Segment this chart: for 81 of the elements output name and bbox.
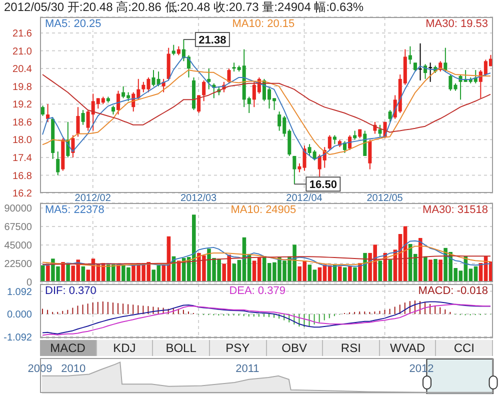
text: MA30: 19.53 [426, 18, 488, 31]
x-tick-label: 2012/03 [180, 193, 218, 204]
text: RSI [323, 340, 380, 356]
text: OBV [266, 340, 324, 356]
candlestick [292, 155, 296, 185]
bar [428, 260, 432, 282]
line-series [42, 240, 491, 267]
candlestick [388, 110, 392, 122]
bar [41, 265, 45, 282]
y-tick-label: 20.4 [12, 64, 32, 76]
bar [348, 266, 352, 282]
bar [378, 260, 382, 282]
annotation: 21.38 [198, 34, 226, 47]
x-tick-label: 2010 [61, 363, 86, 375]
candlestick [41, 105, 45, 116]
y-tick-label: 16.8 [12, 170, 32, 182]
candlestick [418, 42, 422, 81]
candlestick [76, 106, 80, 138]
y-tick-label: 21.0 [12, 46, 32, 58]
line-series [42, 74, 491, 133]
bar [438, 260, 442, 282]
y-tick-label: 1.092 [6, 286, 32, 298]
text: BOLL [153, 340, 210, 356]
y-tick-label: 18.0 [12, 135, 32, 146]
candlestick [408, 46, 412, 65]
candlestick [202, 80, 206, 102]
series-label: MACD: -0.018 [418, 285, 488, 298]
candlestick [56, 151, 60, 176]
x-tick-label: 2012/02 [74, 193, 112, 204]
chart-title: 2012/05/30 开:20.48 高:20.86 低:20.48 收:20.73 量:24904 幅:0.63% [4, 0, 364, 14]
bar [116, 264, 120, 282]
x-tick-label: 2012/04 [286, 193, 323, 204]
candlestick [348, 134, 352, 151]
candlestick [368, 139, 372, 170]
y-tick-label: 19.8 [12, 82, 32, 93]
text: MA30: 31518 [422, 204, 488, 217]
y-tick-label: 90000 [4, 203, 32, 214]
y-tick-label: -1.092 [4, 332, 32, 344]
text: MA5: 22378 [45, 204, 104, 217]
series-label: DEA: 0.379 [229, 285, 286, 298]
y-tick-label: 67500 [4, 222, 32, 234]
candlestick [197, 94, 201, 114]
y-tick-label: 17.4 [12, 152, 32, 164]
y-tick-label: 18.6 [12, 117, 32, 128]
candlestick [227, 68, 231, 84]
x-tick-label: 2011 [236, 363, 260, 375]
candlestick [207, 68, 211, 90]
annotation: 16.50 [309, 179, 337, 192]
y-tick-label: 22500 [4, 259, 32, 270]
bar [61, 262, 65, 282]
text: MA10: 20.15 [232, 18, 295, 31]
text: MA5: 20.25 [45, 18, 102, 31]
candlestick [328, 134, 332, 151]
candlestick [116, 90, 120, 115]
y-tick-label: 21.6 [12, 28, 32, 40]
text: MA10: 24905 [230, 204, 296, 217]
bar [418, 238, 422, 282]
line-series [42, 246, 491, 267]
text: DIF: 0.370 [45, 285, 96, 298]
x-tick-label: 2012/05 [366, 193, 404, 204]
bar [46, 265, 50, 282]
bar [66, 262, 70, 282]
candlestick [444, 47, 448, 72]
bar [424, 256, 428, 282]
y-tick-label: 0.000 [6, 310, 32, 321]
text: MACD [40, 340, 97, 356]
text: KDJ [96, 340, 154, 356]
candlestick [378, 124, 382, 138]
y-tick-label: 0 [26, 278, 32, 289]
bar [343, 267, 347, 282]
text: CCI [436, 340, 493, 356]
text: WVAD [380, 340, 436, 356]
line-series [42, 255, 491, 265]
candlestick [81, 110, 85, 126]
candlestick [428, 62, 432, 82]
y-tick-label: 45000 [4, 240, 32, 252]
text: PSY [210, 340, 266, 356]
y-tick-label: 19.2 [12, 100, 32, 111]
y-tick-label: 16.2 [12, 188, 32, 200]
bar [353, 267, 357, 282]
bar [434, 258, 438, 282]
